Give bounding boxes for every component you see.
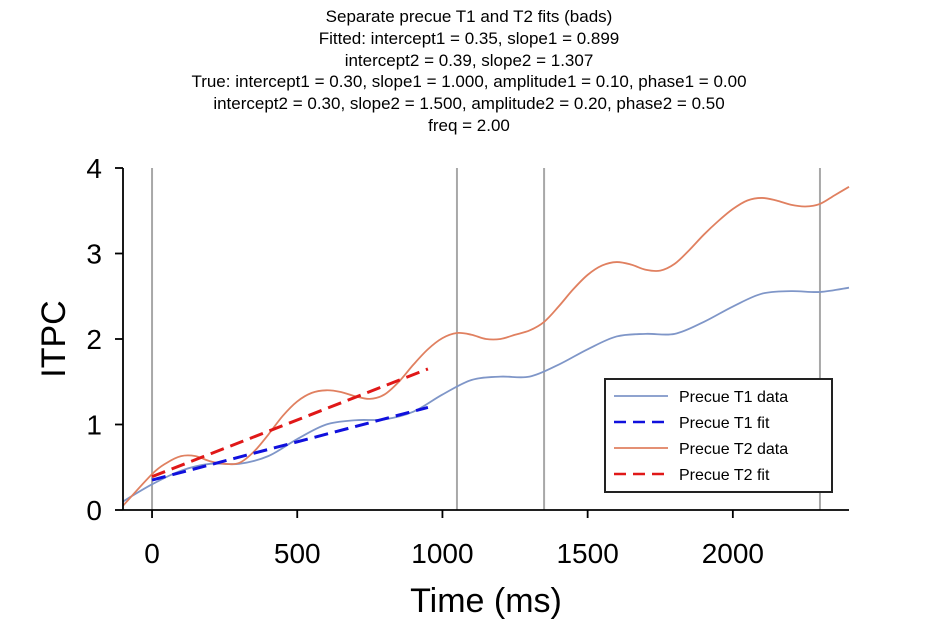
title-line: Separate precue T1 and T2 fits (bads) [325, 7, 613, 26]
title-line: Fitted: intercept1 = 0.35, slope1 = 0.89… [318, 28, 620, 48]
x-tick-label: 0 [144, 538, 160, 569]
chart-series [122, 186, 850, 507]
legend: Precue T1 data Precue T1 fit Precue T2 dat… [604, 378, 833, 493]
legend-label: Precue T1 fit [679, 415, 770, 432]
y-tick-label: 1 [86, 410, 102, 441]
title-line: True: intercept1 = 0.30, slope1 = 1.000,… [191, 72, 747, 92]
series-line [122, 186, 850, 507]
y-tick-label: 0 [86, 495, 102, 526]
y-tick-label: 2 [86, 324, 102, 355]
x-tick-label: 1500 [556, 538, 618, 569]
title-line: freq = 2.00 [428, 115, 510, 135]
y-axis-title: ITPC [35, 300, 73, 377]
y-tick-label: 3 [86, 239, 102, 270]
y-tick-label: 4 [86, 153, 102, 184]
title-line: intercept2 = 0.39, slope2 = 1.307 [344, 50, 594, 70]
legend-label: Precue T1 data [679, 389, 788, 406]
y-ticks: 0 1 2 3 4 [86, 153, 123, 526]
series-line [151, 405, 429, 482]
title-line: intercept2 = 0.30, slope2 = 1.500, ampli… [213, 94, 725, 114]
chart-title: Separate precue T1 and T2 fits (bads) Fi… [0, 6, 938, 137]
series-line [151, 367, 429, 479]
legend-label: Precue T2 fit [679, 467, 770, 484]
x-axis-title: Time (ms) [410, 582, 562, 620]
x-tick-label: 500 [274, 538, 321, 569]
series-line [122, 286, 850, 503]
x-tick-label: 1000 [411, 538, 473, 569]
legend-label: Precue T2 data [679, 441, 788, 458]
x-tick-label: 2000 [702, 538, 764, 569]
x-ticks: 0 500 1000 1500 2000 [144, 510, 764, 569]
